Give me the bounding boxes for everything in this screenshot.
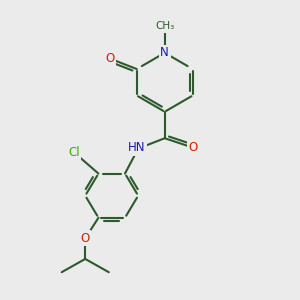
Text: HN: HN [128, 141, 146, 154]
Text: CH₃: CH₃ [155, 21, 174, 31]
Text: O: O [188, 141, 197, 154]
Text: O: O [81, 232, 90, 245]
Text: Cl: Cl [68, 146, 80, 159]
Text: O: O [106, 52, 115, 65]
Text: N: N [160, 46, 169, 59]
